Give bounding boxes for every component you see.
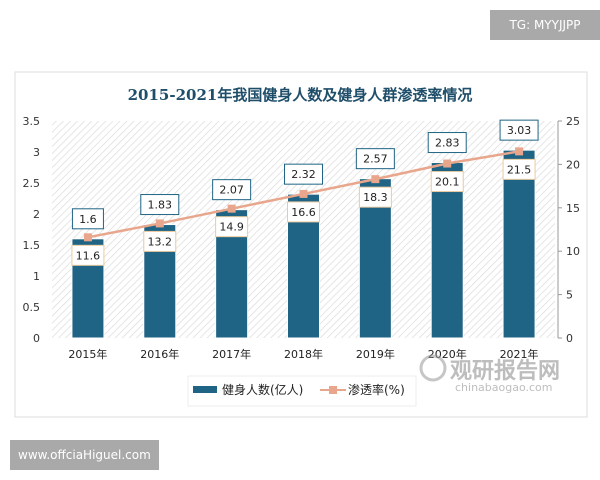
rate-value-label: 20.1 bbox=[435, 176, 460, 189]
left-tick-label: 2 bbox=[33, 208, 40, 221]
x-tick-label: 2015年 bbox=[68, 347, 107, 361]
rate-value-label: 14.9 bbox=[219, 221, 244, 234]
rate-value-box bbox=[358, 186, 392, 208]
right-tick-label: 5 bbox=[566, 289, 573, 302]
rate-value-box bbox=[287, 201, 320, 223]
logo-name: 观研报告网 bbox=[450, 359, 560, 384]
x-tick-label: 2018年 bbox=[284, 347, 323, 361]
rate-value-label: 13.2 bbox=[148, 235, 173, 248]
rate-point bbox=[371, 175, 380, 184]
bar-value-label: 1.83 bbox=[148, 199, 173, 212]
bar-value-label: 2.07 bbox=[219, 184, 244, 197]
right-tick-label: 10 bbox=[566, 245, 580, 258]
bar-value-label: 2.57 bbox=[363, 153, 388, 166]
rate-value-label: 11.6 bbox=[76, 249, 101, 262]
legend-bar-swatch bbox=[193, 386, 217, 393]
rate-value-box bbox=[430, 171, 464, 193]
bar-value-label: 3.03 bbox=[507, 124, 532, 137]
x-tick-label: 2016年 bbox=[140, 347, 179, 361]
bar-value-box bbox=[71, 208, 104, 230]
rate-point bbox=[227, 204, 236, 213]
bar-value-box bbox=[499, 119, 539, 141]
x-tick-label: 2019年 bbox=[356, 347, 395, 361]
watermark-bottom: www.offciaHiguel.com bbox=[10, 440, 159, 470]
right-tick-label: 15 bbox=[566, 202, 580, 215]
rate-point bbox=[299, 189, 308, 198]
left-tick-label: 3.5 bbox=[23, 115, 41, 128]
logo-watermark: 观研报告网 chinabaogao.com bbox=[419, 354, 560, 394]
rate-value-box bbox=[143, 230, 177, 252]
logo-url: chinabaogao.com bbox=[455, 381, 553, 394]
rate-point bbox=[443, 159, 452, 168]
right-tick-label: 0 bbox=[566, 332, 573, 345]
bar-value-box bbox=[355, 148, 395, 170]
x-tick-label: 2017年 bbox=[212, 347, 251, 361]
bar-value-box bbox=[140, 194, 180, 216]
x-tick-label: 2021年 bbox=[500, 347, 539, 361]
rate-value-box bbox=[215, 216, 249, 238]
bar-value-box bbox=[212, 179, 252, 201]
bar-value-box bbox=[284, 163, 323, 185]
watermark-top: TG: MYYJJPP bbox=[490, 10, 600, 40]
legend: 健身人数(亿人) 渗透率(%) bbox=[187, 375, 417, 407]
left-tick-label: 3 bbox=[33, 146, 40, 159]
left-tick-label: 0 bbox=[33, 332, 40, 345]
bar-value-label: 1.6 bbox=[79, 213, 97, 226]
legend-line-label: 渗透率(%) bbox=[348, 382, 405, 397]
right-tick-label: 20 bbox=[566, 158, 580, 171]
rate-value-box bbox=[502, 158, 536, 180]
right-tick-label: 25 bbox=[566, 115, 580, 128]
rate-point bbox=[515, 147, 524, 156]
bar-value-box bbox=[427, 132, 467, 154]
chart-title: 2015-2021年我国健身人数及健身人群渗透率情况 bbox=[128, 86, 473, 104]
bar-value-label: 2.32 bbox=[291, 168, 316, 181]
rate-value-label: 21.5 bbox=[507, 163, 532, 176]
left-tick-label: 2.5 bbox=[23, 177, 41, 190]
rate-point bbox=[155, 219, 164, 228]
rate-value-label: 18.3 bbox=[363, 191, 388, 204]
left-tick-label: 0.5 bbox=[23, 301, 41, 314]
left-tick-label: 1 bbox=[33, 270, 40, 283]
left-tick-label: 1.5 bbox=[23, 239, 41, 252]
legend-bar-label: 健身人数(亿人) bbox=[222, 382, 303, 397]
bar bbox=[502, 149, 536, 339]
rate-value-label: 16.6 bbox=[291, 206, 316, 219]
rate-value-box bbox=[71, 244, 105, 266]
rate-point bbox=[83, 233, 92, 242]
bar-value-label: 2.83 bbox=[435, 137, 460, 150]
